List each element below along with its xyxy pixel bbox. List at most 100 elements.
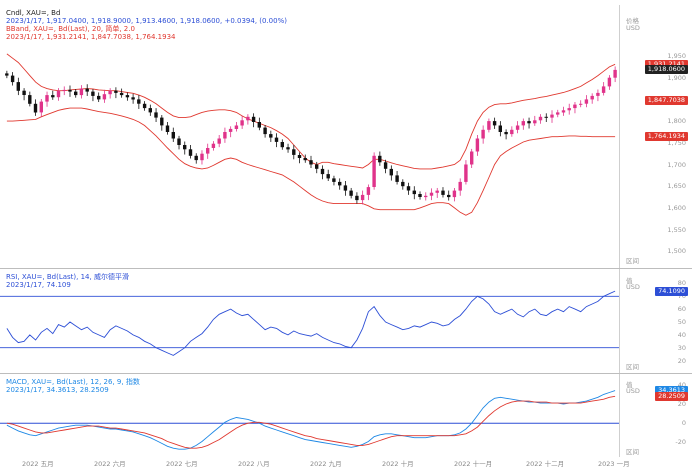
candle-body [274,137,279,142]
candle-body [418,194,422,197]
price-value-tag: 1,931.2141 [644,59,688,69]
candle-body [372,155,376,187]
date-tick-label: 2022 八月 [238,460,270,468]
price-legend-title: Cndl, XAU=, Bd [6,9,61,17]
rsi-axis-unit: 值 [626,277,633,285]
candle-body [280,142,284,148]
candle-body [429,192,434,196]
date-tick-label: 2023 一月 [598,460,630,468]
date-tick-label: 2022 五月 [22,460,54,468]
macd-axis[interactable]: 值 USD 区间 40 20 0 -20 34.3613 28.2509 [619,374,692,457]
candle-body [452,190,457,198]
date-tick-label: 2022 十月 [382,460,414,468]
candlestick-chart[interactable] [0,5,620,268]
price-value-tag: 1,918.0600 [644,65,688,75]
candle-body [579,103,583,105]
rsi-tick-label: 60 [677,305,686,314]
price-pane[interactable]: Cndl, XAU=, Bd 2023/1/17, 1,917.0400, 1,… [0,5,692,268]
price-legend-ohlc: 2023/1/17, 1,917.0400, 1,918.9000, 1,913… [6,17,287,25]
candle-body [10,75,15,83]
rsi-tick-label: 50 [677,318,686,326]
candle-body [355,195,359,201]
candle-body [286,147,290,150]
candle-body [556,112,560,115]
pane-divider[interactable] [0,373,692,374]
candle-body [22,90,26,95]
candle-body [441,190,445,195]
candle-body [148,108,152,113]
macd-tick-label: 40 [677,380,686,389]
candle-body [297,155,302,158]
rsi-axis[interactable]: 值 USD 区间 80 70 60 50 40 30 20 74.1090 [619,269,692,373]
price-tick-label: 1,500 [667,247,686,256]
candle-body [498,125,502,132]
candle-body [188,149,193,156]
candle-body [326,174,330,179]
candle-body [39,101,43,113]
rsi-tick-label: 30 [677,343,686,352]
candle-body [533,120,537,124]
price-axis[interactable]: 价格 USD 区间 1,9501,9001,8501,8001,7501,700… [619,5,692,268]
candle-body [68,89,72,92]
date-tick-label: 2022 六月 [94,460,126,468]
bollinger-lower-line [6,107,616,216]
rsi-pane[interactable]: RSI, XAU=, Bd(Last), 14, 威尔德平滑 2023/1/17… [0,269,692,373]
candle-body [406,186,411,191]
price-tick-label: 1,600 [667,203,686,212]
candle-body [257,122,261,128]
candle-body [395,175,399,182]
candle-body [435,190,439,193]
bband-legend-values: 2023/1/17, 1,931.2141, 1,847.7038, 1,764… [6,33,176,41]
candle-body [292,149,296,155]
candle-body [165,125,170,132]
candle-body [85,88,89,92]
candle-body [263,127,267,135]
macd-line [6,390,616,450]
rsi-legend: RSI, XAU=, Bd(Last), 14, 威尔德平滑 2023/1/17… [6,273,129,289]
macd-legend: MACD, XAU=, Bd(Last), 12, 26, 9, 指数 2023… [6,378,140,394]
candle-body [131,97,135,100]
candle-body [412,190,416,195]
candle-body [504,132,508,135]
candle-body [234,125,239,129]
candle-body [424,195,428,198]
date-axis[interactable]: 2022 五月 2022 六月 2022 七月 2022 八月 2022 九月 2022 … [0,457,692,468]
date-tick-label: 2022 七月 [166,460,198,468]
candle-body [56,90,61,98]
macd-value-tag: 34.3613 [655,385,688,395]
candle-body [538,116,543,121]
rsi-tick-label: 80 [677,279,686,288]
rsi-legend-value: 2023/1/17, 74.109 [6,281,71,289]
candle-body [458,181,462,191]
rsi-chart[interactable] [0,269,620,373]
candle-body [223,132,227,139]
candle-body [360,194,365,201]
rsi-tick-label: 70 [677,292,686,301]
macd-legend-values: 2023/1/17, 34.3613, 28.2509 [6,386,109,394]
rsi-tick-label: 40 [677,330,686,339]
candle-body [240,120,244,126]
candle-body [320,168,325,175]
rsi-axis-currency: USD [626,283,640,291]
candle-body [177,138,181,145]
candle-body [561,110,566,113]
price-legend: Cndl, XAU=, Bd 2023/1/17, 1,917.0400, 1,… [6,9,287,41]
candle-body [487,121,491,130]
macd-signal-line [6,395,616,449]
macd-pane[interactable]: MACD, XAU=, Bd(Last), 12, 26, 9, 指数 2023… [0,374,692,457]
candle-body [309,160,313,165]
candle-body [607,77,612,87]
macd-footer-tag: 区间 [626,448,639,456]
pane-divider[interactable] [0,268,692,269]
candle-body [102,94,107,100]
candle-body [544,116,548,118]
date-tick-label: 2022 九月 [310,460,342,468]
price-axis-currency: USD [626,24,640,32]
candle-body [303,158,307,161]
candle-body [16,82,20,91]
candle-body [97,95,101,100]
macd-chart[interactable] [0,374,620,457]
candle-body [28,95,32,104]
price-tick-label: 1,900 [667,73,686,82]
price-tick-label: 1,700 [667,160,686,169]
